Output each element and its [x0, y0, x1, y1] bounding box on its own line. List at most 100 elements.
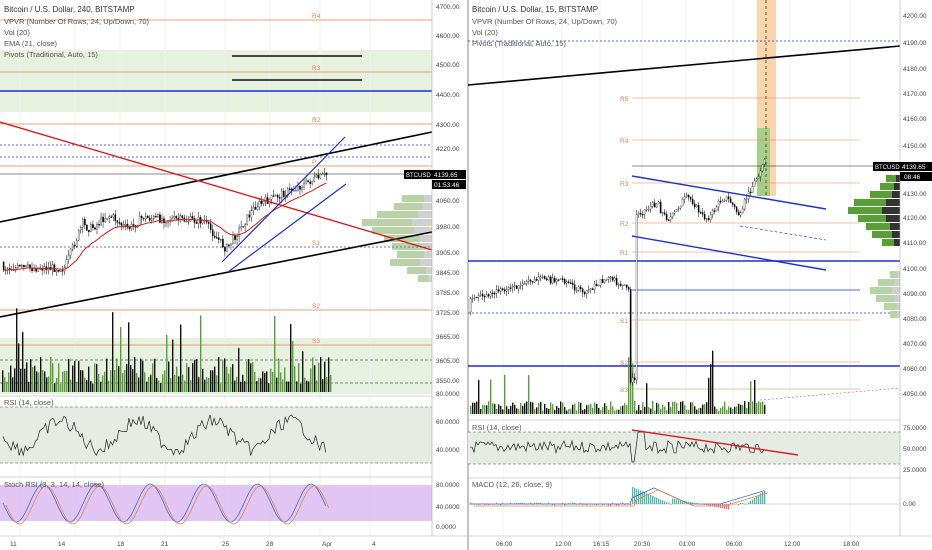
left-volume-bar [280, 372, 282, 392]
left-candle [90, 224, 92, 232]
right-candle [739, 212, 742, 216]
left-candle [114, 214, 117, 221]
left-rsi-tick: 60.0000 [436, 419, 460, 426]
right-macd-hist [624, 504, 626, 505]
left-volume-bar [228, 373, 230, 392]
left-candle [299, 185, 301, 190]
left-vpvr-row [377, 211, 418, 218]
right-volume-bar [502, 409, 504, 414]
left-indicator-vol[interactable]: Vol (20) [4, 28, 30, 37]
right-volume-bar [704, 404, 706, 414]
right-candle [517, 285, 520, 289]
right-volume-bar [500, 405, 502, 414]
right-candle [487, 294, 490, 297]
left-candle [256, 206, 259, 210]
left-volume-bar [174, 375, 176, 392]
right-price-tick: 4130.00 [903, 191, 927, 198]
right-volume-bar [612, 406, 614, 414]
left-stoch-title[interactable]: Stoch RSI (3, 3, 14, 14, close) [4, 480, 105, 489]
left-rsi-tick: 80.0000 [436, 391, 460, 398]
right-macd-hist [632, 486, 634, 504]
left-volume-bar [300, 383, 302, 392]
left-indicator-pivots[interactable]: Pivots (Traditional, Auto, 15) [4, 50, 98, 59]
right-macd-title[interactable]: MACD (12, 26, close, 9) [472, 480, 553, 489]
right-vpvr-row [896, 303, 900, 310]
left-candle [27, 264, 29, 266]
right-volume-bar [698, 408, 700, 414]
left-indicator-ema[interactable]: EMA (21, close) [4, 39, 57, 48]
right-candle [541, 276, 544, 278]
left-volume-bar [218, 357, 220, 392]
right-time-axis[interactable]: 06:00 12:00 16:15 20:30 01:00 06:00 12:00 18:00 [496, 541, 860, 548]
right-volume-bar [626, 405, 628, 414]
right-volume-bar [684, 405, 686, 414]
right-price-axis[interactable] [900, 0, 932, 536]
right-dotted-trend [759, 387, 901, 401]
left-price-axis[interactable] [432, 0, 468, 536]
right-volume-bar [762, 401, 764, 414]
left-volume-bar [148, 376, 150, 392]
right-vpvr-row [876, 295, 894, 302]
left-candle [179, 215, 182, 220]
right-volume-bar [636, 410, 638, 414]
left-volume-bar [30, 359, 32, 392]
right-time-tick: 12:00 [784, 541, 801, 548]
left-volume-bar [130, 365, 132, 392]
right-candle [505, 289, 508, 292]
left-volume-bar [116, 358, 118, 392]
right-macd-hist [742, 503, 744, 504]
right-chart-title: Bitcoin / U.S. Dollar, 15, BITSTAMP [472, 5, 598, 14]
left-volume-bar [312, 357, 314, 392]
left-volume-bar [286, 381, 288, 392]
right-volume-bar [592, 407, 594, 414]
left-volume-bar [150, 374, 152, 392]
left-volume-bar [76, 381, 78, 392]
left-chart-panel[interactable]: R4 R3 R2 P S1 S2 S3 Bitcoin / U.S. Dollar, 240… [0, 0, 468, 550]
left-candle [244, 224, 247, 227]
left-candle [116, 220, 119, 223]
right-vpvr-row [886, 175, 896, 182]
right-candle [559, 278, 562, 280]
right-macd-line [470, 487, 765, 505]
right-volume-bar [644, 406, 646, 414]
right-volume-bar [586, 405, 588, 414]
right-price-tick: 4120.00 [903, 215, 927, 222]
right-candle [537, 276, 540, 281]
left-volume-bar [200, 315, 202, 392]
left-candle [213, 235, 216, 238]
right-volume-bar [738, 403, 740, 414]
right-candle [509, 287, 512, 289]
right-price-tick: 4070.00 [903, 341, 927, 348]
right-countdown: 08:46 [904, 174, 921, 181]
right-candle [571, 282, 574, 285]
right-indicator-vol[interactable]: Vol (20) [472, 28, 498, 37]
left-volume-bar [134, 357, 136, 392]
right-price-tick: 4090.00 [903, 291, 927, 298]
right-candle [703, 213, 706, 220]
right-indicator-pivots[interactable]: Pivots (Traditional, Auto, 15) [472, 39, 566, 48]
right-volume-bar [538, 403, 540, 414]
right-volume-bar [474, 402, 476, 414]
right-macd-hist [748, 502, 750, 504]
right-candle [677, 208, 680, 210]
right-macd-hist [754, 498, 756, 504]
right-indicator-vpvr[interactable]: VPVR (Number Of Rows, 24, Up/Down, 70) [472, 17, 618, 26]
left-volume-bar [264, 372, 266, 392]
left-candle [23, 265, 25, 267]
left-candle [128, 227, 131, 229]
left-volume-bar [244, 381, 246, 392]
right-volume-bar [596, 403, 598, 414]
right-candle [531, 281, 534, 283]
right-chart-panel[interactable]: R5 R4 R3 R2 R1 S1 S2 S3 Bitcoin / U.S. Dollar, … [467, 0, 932, 550]
left-time-axis[interactable]: 11 14 18 21 25 28 Apr 4 [10, 541, 376, 548]
left-chart-title: Bitcoin / U.S. Dollar, 240, BITSTAMP [4, 5, 135, 14]
left-indicator-vpvr[interactable]: VPVR (Number Of Rows, 24, Up/Down, 70) [4, 17, 150, 26]
left-volume-bar [110, 370, 112, 392]
left-vpvr-row [407, 267, 426, 274]
right-volume-bar [764, 404, 766, 414]
left-rsi-title[interactable]: RSI (14, close) [4, 398, 54, 407]
left-pivot-label: S2 [312, 303, 320, 310]
right-macd-hist [572, 502, 574, 504]
right-time-tick: 16:15 [593, 541, 610, 548]
right-rsi-title[interactable]: RSI (14, close) [472, 423, 522, 432]
